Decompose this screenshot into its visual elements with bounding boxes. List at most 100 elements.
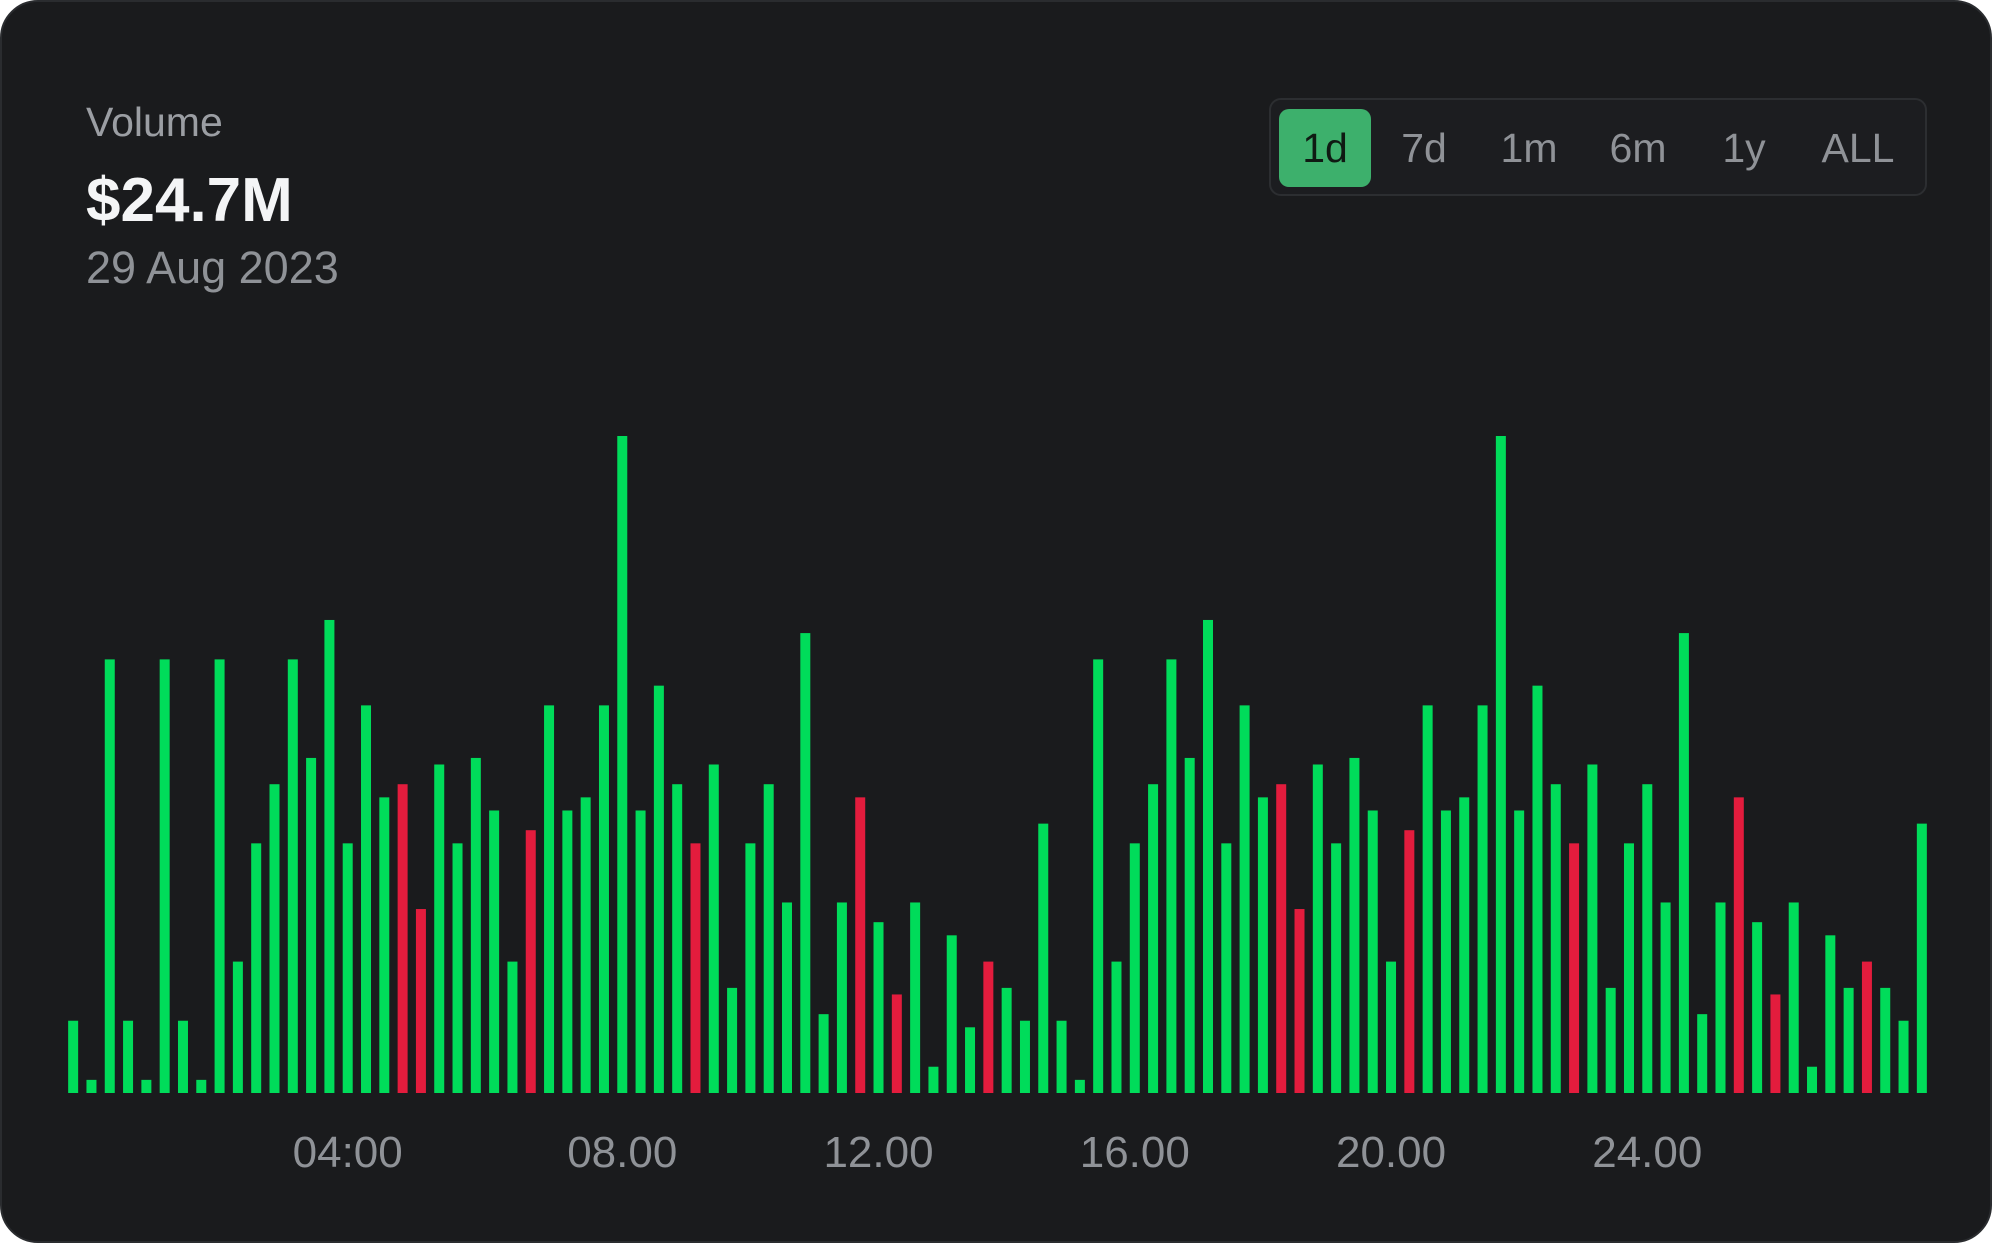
volume-bar-71 [1367, 810, 1378, 1093]
x-tick-label: 08.00 [567, 1128, 677, 1177]
volume-bar-85 [1623, 843, 1634, 1093]
volume-bar-78 [1495, 436, 1506, 1093]
volume-bar-31 [635, 810, 646, 1093]
range-button-1m[interactable]: 1m [1500, 125, 1558, 171]
volume-bar-57 [1111, 961, 1122, 1093]
volume-bar-36 [727, 987, 738, 1093]
range-button-1y[interactable]: 1y [1722, 125, 1766, 171]
volume-bar-97 [1843, 987, 1854, 1093]
volume-bar-7 [196, 1079, 207, 1093]
volume-bar-1 [86, 1079, 97, 1093]
volume-bar-44 [873, 922, 884, 1093]
volume-bar-27 [562, 810, 573, 1093]
x-tick-label: 16.00 [1080, 1128, 1190, 1177]
volume-bar-81 [1550, 784, 1561, 1093]
volume-bar-2 [104, 659, 115, 1093]
volume-bar-9 [232, 961, 243, 1093]
volume-bar-68 [1312, 764, 1323, 1093]
volume-bar-82 [1569, 843, 1580, 1093]
x-tick-label: 04:00 [293, 1128, 403, 1177]
volume-bar-42 [836, 902, 847, 1093]
x-tick-label: 24.00 [1592, 1128, 1702, 1177]
volume-bar-88 [1678, 633, 1689, 1093]
volume-bar-8 [214, 659, 225, 1093]
volume-bar-24 [507, 961, 518, 1093]
volume-bar-73 [1404, 830, 1415, 1093]
volume-bar-40 [800, 633, 811, 1093]
volume-bar-61 [1184, 757, 1195, 1093]
range-button-1d[interactable]: 1d [1279, 109, 1371, 187]
volume-bar-34 [690, 843, 701, 1093]
volume-bar-14 [324, 619, 335, 1093]
volume-bar-99 [1880, 987, 1891, 1093]
volume-bar-29 [598, 705, 609, 1093]
x-tick-label: 12.00 [823, 1128, 933, 1177]
time-range-selector: 1d 7d 1m 6m 1y ALL [1269, 98, 1927, 196]
volume-bar-59 [1148, 784, 1159, 1093]
volume-bar-94 [1788, 902, 1799, 1093]
volume-bar-5 [159, 659, 170, 1093]
metric-value: $24.7M [86, 166, 293, 235]
volume-bar-65 [1257, 797, 1268, 1093]
volume-bar-19 [415, 909, 426, 1093]
volume-bar-28 [580, 797, 591, 1093]
volume-bar-69 [1331, 843, 1342, 1093]
metric-date: 29 Aug 2023 [86, 242, 339, 293]
volume-bar-51 [1001, 987, 1012, 1093]
volume-bar-54 [1056, 1020, 1067, 1093]
volume-bar-100 [1898, 1020, 1909, 1093]
volume-bar-53 [1038, 823, 1049, 1093]
volume-bar-74 [1422, 705, 1433, 1093]
volume-bar-11 [269, 784, 280, 1093]
volume-bar-77 [1477, 705, 1488, 1093]
volume-bar-101 [1916, 823, 1927, 1093]
volume-bar-13 [306, 757, 317, 1093]
volume-bar-89 [1697, 1014, 1708, 1093]
volume-bar-0 [68, 1020, 79, 1093]
volume-bar-48 [946, 935, 957, 1093]
volume-bar-41 [818, 1014, 829, 1093]
volume-bar-16 [361, 705, 372, 1093]
volume-bar-23 [489, 810, 500, 1093]
volume-bar-98 [1861, 961, 1872, 1093]
volume-bar-55 [1074, 1079, 1085, 1093]
volume-bar-49 [965, 1027, 976, 1093]
volume-bar-62 [1203, 619, 1213, 1093]
volume-bar-75 [1440, 810, 1451, 1093]
volume-bar-58 [1129, 843, 1140, 1093]
volume-bar-95 [1807, 1066, 1818, 1093]
x-axis-ticks: 04:00 08.00 12.00 16.00 20.00 24.00 [293, 1128, 1703, 1177]
volume-bar-33 [672, 784, 683, 1093]
volume-bar-22 [470, 757, 481, 1093]
volume-bar-46 [910, 902, 921, 1093]
volume-bar-32 [653, 685, 664, 1093]
volume-bar-37 [745, 843, 756, 1093]
volume-bar-79 [1514, 810, 1525, 1093]
metric-label: Volume [86, 99, 223, 145]
range-button-7d[interactable]: 7d [1401, 125, 1447, 171]
volume-bar-76 [1459, 797, 1470, 1093]
volume-bar-6 [177, 1020, 188, 1093]
volume-bar-56 [1093, 659, 1104, 1093]
volume-bar-38 [763, 784, 774, 1093]
volume-bar-3 [123, 1020, 134, 1093]
volume-bar-26 [544, 705, 555, 1093]
volume-bar-15 [342, 843, 353, 1093]
volume-bar-67 [1294, 909, 1305, 1093]
volume-bar-20 [434, 764, 445, 1093]
volume-bar-43 [855, 797, 866, 1093]
range-button-all[interactable]: ALL [1821, 125, 1895, 171]
volume-bar-93 [1770, 994, 1781, 1093]
volume-bar-96 [1825, 935, 1836, 1093]
volume-bar-87 [1660, 902, 1671, 1093]
volume-bar-12 [287, 659, 298, 1093]
volume-bar-39 [782, 902, 792, 1093]
volume-bar-35 [708, 764, 719, 1093]
range-button-6m[interactable]: 6m [1609, 125, 1667, 171]
volume-bar-84 [1605, 987, 1616, 1093]
volume-bar-60 [1166, 659, 1177, 1093]
volume-bar-45 [891, 994, 902, 1093]
volume-bar-30 [617, 436, 628, 1093]
volume-bar-52 [1019, 1020, 1030, 1093]
